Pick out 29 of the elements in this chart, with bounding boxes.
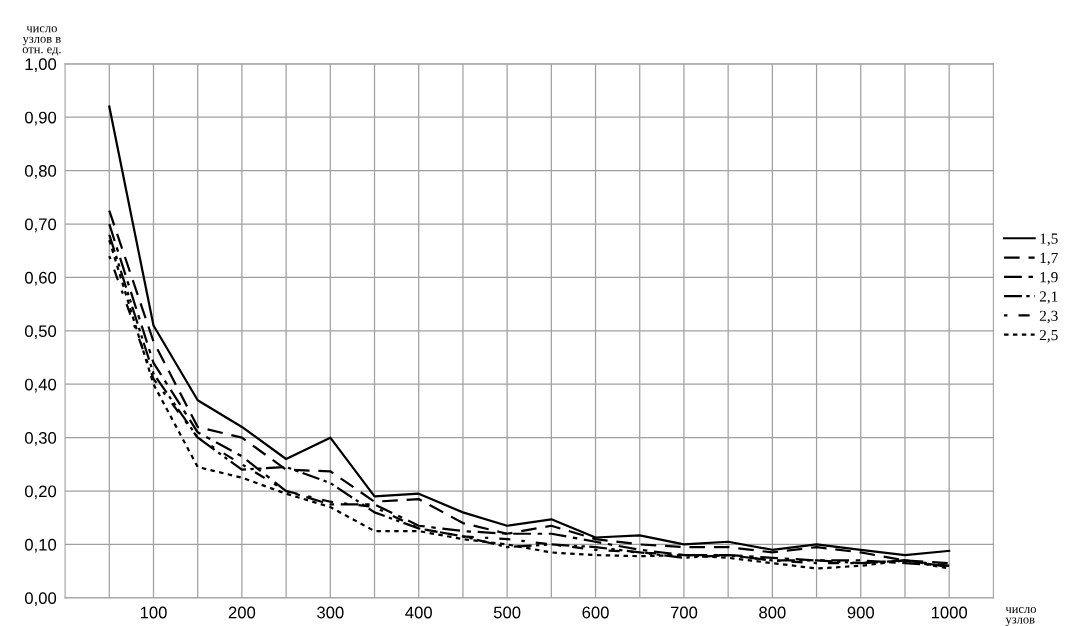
x-tick-label: 600 [582, 606, 609, 619]
x-tick-label: 500 [493, 606, 521, 619]
y-axis-title: число узлов в отн. ед. [22, 26, 61, 56]
legend-label: 2,5 [1039, 329, 1058, 343]
x-tick-label: 800 [759, 606, 786, 619]
x-tick-label: 200 [228, 606, 256, 619]
y-tick-label: 0,80 [24, 165, 57, 179]
legend-label: 2,3 [1039, 310, 1058, 324]
y-tick-label: 0,30 [24, 432, 57, 446]
x-tick-label: 400 [405, 606, 432, 619]
y-tick-label: 0,40 [24, 378, 57, 393]
x-tick-label: 100 [140, 606, 167, 619]
x-tick-label: 300 [317, 606, 344, 619]
x-tick-label: 1000 [931, 606, 968, 619]
y-tick-label: 0,10 [24, 538, 57, 553]
y-tick-label: 0,50 [24, 325, 57, 340]
y-tick-label: 0,60 [24, 271, 57, 286]
y-tick-label: 1,00 [25, 58, 57, 73]
y-tick-label: 0,70 [24, 218, 57, 233]
x-axis-title: число узлов [1005, 607, 1036, 626]
y-tick-label: 0,20 [24, 485, 57, 500]
legend-label: 1,5 [1040, 233, 1058, 246]
legend-label: 1,7 [1040, 252, 1058, 266]
y-tick-label: 0,00 [24, 592, 57, 606]
legend-label: 1,9 [1040, 272, 1058, 285]
y-tick-label: 0,90 [24, 111, 57, 126]
legend-label: 2,1 [1039, 291, 1058, 304]
x-tick-label: 900 [847, 606, 875, 619]
x-tick-label: 700 [670, 606, 698, 619]
